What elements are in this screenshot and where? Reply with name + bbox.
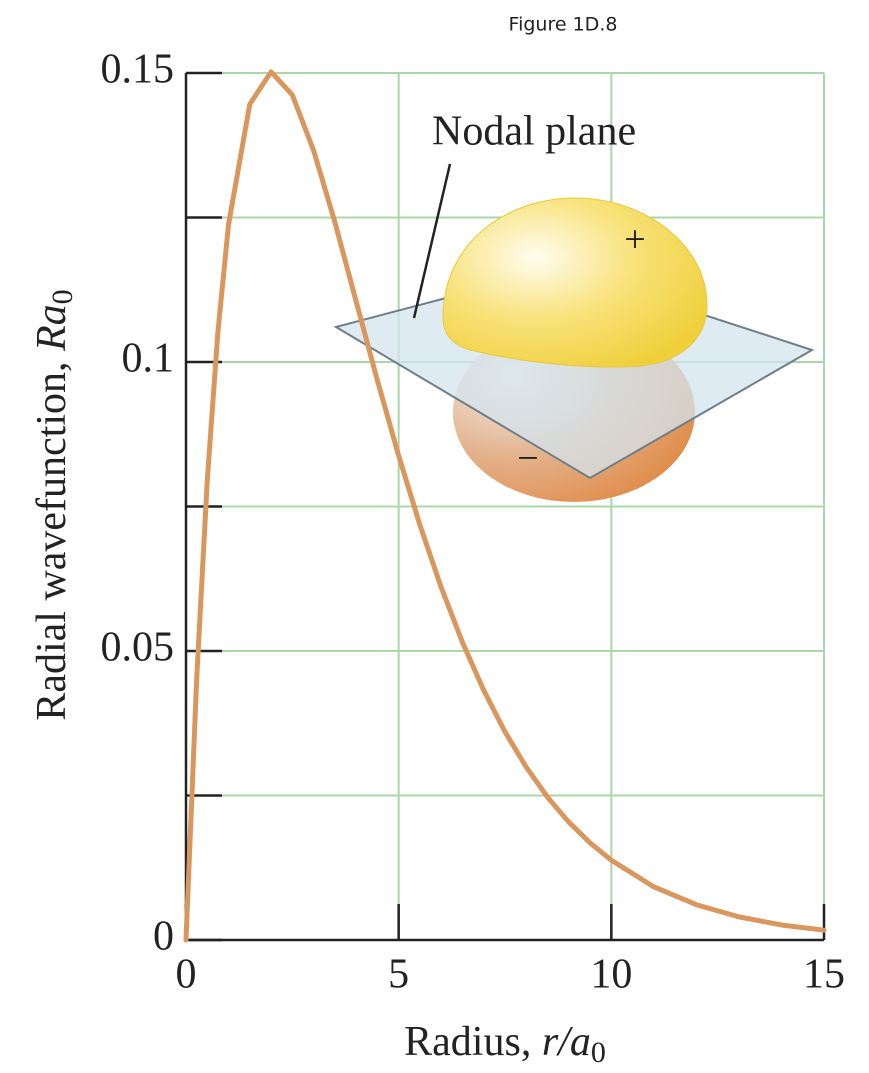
chart: Figure 1D.8 Nodal plane + − 0 0.05 0.1 0.15…: [0, 0, 869, 1073]
chart-title: Figure 1D.8: [509, 14, 618, 36]
y-tick-label: 0.05: [101, 625, 175, 671]
y-tick-label: 0.15: [101, 47, 175, 93]
annotation: −: [517, 438, 538, 480]
x-tick-label: 0: [176, 952, 197, 998]
x-tick-label: 5: [388, 952, 409, 998]
y-label-sub: 0: [46, 289, 79, 304]
y-tick-label: 0.1: [122, 336, 175, 382]
x-tick-label: 15: [803, 952, 845, 998]
annotation: Nodal plane: [432, 109, 636, 155]
orbital-illustration: Nodal plane + −: [336, 109, 812, 502]
x-tick-label: 10: [590, 952, 632, 998]
x-label-sub: 0: [591, 1036, 606, 1069]
page: Figure 1D.8 Nodal plane + − 0 0.05 0.1 0.15…: [0, 0, 869, 1073]
y-label-text: Radial wavefunction,: [29, 351, 75, 721]
y-label-var: Ra: [29, 304, 75, 352]
grid: [186, 73, 824, 940]
y-axis-label: Radial wavefunction, Ra0: [29, 289, 79, 720]
upper-lobe: [443, 198, 707, 367]
x-label-var: r/a: [542, 1019, 591, 1065]
x-axis-label: Radius, r/a0: [404, 1019, 606, 1069]
x-label-text: Radius,: [404, 1019, 542, 1065]
y-tick-label: 0: [153, 914, 174, 960]
annotation: +: [624, 219, 645, 261]
axes: 0 0.05 0.1 0.15 0 5 10 15: [101, 47, 846, 998]
